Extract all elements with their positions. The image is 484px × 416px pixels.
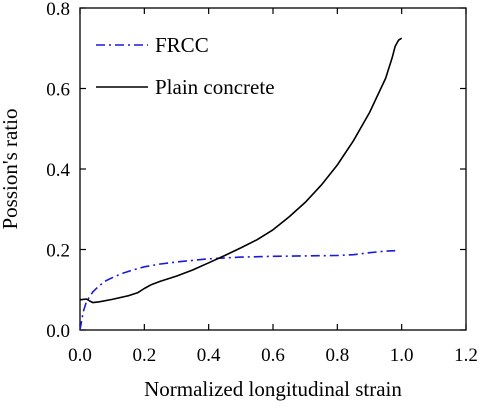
y-tick-label: 0.4 xyxy=(46,160,70,181)
series-layer xyxy=(79,37,403,331)
x-tick-label: 0.6 xyxy=(261,345,285,366)
x-axis-label: Normalized longitudinal strain xyxy=(144,377,402,401)
tick-labels: 0.0 0.2 0.4 0.6 0.8 1.0 1.2 0.0 0.2 0.4 0.6 0.8 xyxy=(46,0,478,366)
y-tick-label: 0.8 xyxy=(46,0,70,20)
legend-label-plain-concrete: Plain concrete xyxy=(155,75,275,99)
x-tick-label: 1.2 xyxy=(454,345,478,366)
series-line-frcc xyxy=(79,249,396,331)
legend: FRCC Plain concrete xyxy=(96,33,275,99)
y-tick-label: 0.0 xyxy=(46,321,70,342)
y-tick-label: 0.2 xyxy=(46,241,70,262)
y-axis-label: Possion's ratio xyxy=(0,108,22,229)
axis-ticks xyxy=(79,7,467,331)
x-tick-label: 0.8 xyxy=(325,345,349,366)
legend-label-frcc: FRCC xyxy=(155,33,209,57)
x-tick-label: 0.0 xyxy=(68,345,92,366)
x-tick-label: 0.2 xyxy=(132,345,156,366)
x-tick-label: 0.4 xyxy=(197,345,221,366)
series-line-plain-concrete xyxy=(79,37,403,304)
x-tick-label: 1.0 xyxy=(390,345,414,366)
y-tick-label: 0.6 xyxy=(46,80,70,101)
plot-frame xyxy=(79,7,467,331)
